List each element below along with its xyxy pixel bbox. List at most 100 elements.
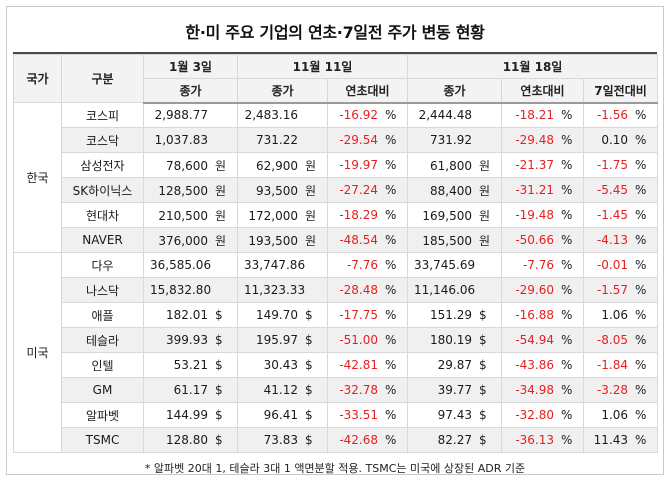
unit-label: %	[561, 183, 573, 197]
unit-label: 원	[479, 208, 491, 223]
percent-change-cell: -29.54%	[326, 127, 409, 153]
percent-value: -4.13	[596, 233, 629, 247]
price-cell: 93,500 원	[237, 177, 328, 203]
unit-label: %	[385, 208, 397, 222]
price-value: 169,500	[422, 208, 473, 223]
percent-value: 0.10	[601, 133, 629, 147]
price-cell: 2,988.77	[143, 102, 238, 128]
unit-label: 원	[305, 183, 317, 198]
percent-change-cell: -16.88%	[501, 302, 585, 328]
percent-value: -48.54	[339, 233, 379, 247]
company-name-cell: 코스피	[61, 102, 144, 128]
percent-value: -1.57	[596, 283, 629, 297]
price-cell: 88,400 원	[407, 177, 503, 203]
unit-label: 원	[479, 233, 491, 248]
unit-label: %	[635, 183, 647, 197]
header-7d-nov18: 7일전대비	[583, 78, 659, 104]
price-cell: 73.83 $	[237, 427, 328, 453]
price-value: 97.43	[437, 408, 473, 422]
price-value: 149.70	[256, 308, 298, 322]
price-cell: 61.17 $	[143, 377, 238, 403]
country-cell: 한국	[13, 102, 62, 253]
price-value: 96.41	[263, 408, 298, 422]
percent-change-cell: -4.13%	[583, 227, 659, 253]
price-value: 210,500	[158, 208, 208, 223]
price-value: 61.17	[173, 383, 208, 397]
unit-label: %	[635, 208, 647, 222]
country-cell: 미국	[13, 252, 62, 453]
unit-label: %	[561, 233, 573, 247]
unit-label: $	[479, 383, 487, 397]
header-category: 구분	[61, 54, 144, 103]
unit-label: %	[385, 408, 397, 422]
price-cell: 11,146.06	[407, 277, 503, 303]
price-cell: 169,500 원	[407, 202, 503, 228]
price-value: 144.99	[166, 408, 208, 422]
price-value: 15,832.80	[150, 283, 212, 297]
price-cell: 210,500 원	[143, 202, 238, 228]
header-ytd-nov18: 연초대비	[501, 78, 585, 104]
percent-change-cell: -18.21%	[501, 102, 585, 128]
page-title: 한·미 주요 기업의 연초·7일전 주가 변동 현황	[13, 9, 657, 54]
unit-label: 원	[305, 233, 317, 248]
percent-change-cell: 0.10%	[583, 127, 659, 153]
percent-value: -51.00	[339, 333, 379, 347]
percent-change-cell: -1.57%	[583, 277, 659, 303]
percent-change-cell: -21.37%	[501, 152, 585, 178]
unit-label: %	[385, 158, 397, 172]
price-value: 128,500	[158, 183, 208, 198]
price-cell: 29.87 $	[407, 352, 503, 378]
unit-label: %	[561, 358, 573, 372]
price-value: 33,745.69	[414, 258, 476, 272]
price-cell: 180.19 $	[407, 327, 503, 353]
percent-value: -36.13	[515, 433, 555, 447]
unit-label: $	[305, 308, 313, 322]
table-row: 애플 182.01 $149.70 $ -17.75% 151.29 $ -16.88% 1.0…	[14, 302, 659, 328]
percent-change-cell: -5.45%	[583, 177, 659, 203]
percent-value: -32.78	[339, 383, 379, 397]
price-cell: 41.12 $	[237, 377, 328, 403]
percent-value: -19.97	[339, 158, 379, 172]
unit-label: %	[561, 283, 573, 297]
header-date-nov18: 11월 18일	[407, 54, 659, 79]
percent-value: -29.48	[515, 133, 555, 147]
unit-label: %	[385, 258, 397, 272]
unit-label: %	[385, 283, 397, 297]
price-value: 399.93	[166, 333, 208, 347]
company-name-cell: TSMC	[61, 427, 144, 453]
price-value: 29.87	[437, 358, 473, 372]
company-name-cell: 다우	[61, 252, 144, 278]
unit-label: %	[385, 233, 397, 247]
price-value: 172,000	[248, 208, 298, 223]
price-cell: 2,444.48	[407, 102, 503, 128]
unit-label: $	[215, 408, 223, 422]
unit-label: %	[385, 133, 397, 147]
percent-change-cell: -43.86%	[501, 352, 585, 378]
unit-label: %	[635, 108, 647, 123]
header-close-jan3: 종가	[143, 78, 238, 104]
unit-label: $	[305, 408, 313, 422]
unit-label: $	[215, 333, 223, 347]
unit-label: $	[305, 358, 313, 372]
unit-label: 원	[215, 233, 227, 248]
unit-label: $	[305, 333, 313, 347]
unit-label: %	[385, 358, 397, 372]
table-row: 코스닥 1,037.83 731.22 -29.54% 731.92 -29.48% 0.1…	[14, 127, 659, 153]
percent-change-cell: -51.00%	[326, 327, 409, 353]
percent-value: -1.84	[596, 358, 629, 372]
unit-label: %	[635, 333, 647, 347]
percent-change-cell: -1.56%	[583, 102, 659, 128]
percent-value: -7.76	[346, 258, 379, 272]
price-cell: 128.80 $	[143, 427, 238, 453]
price-value: 2,444.48	[418, 108, 473, 123]
percent-change-cell: -28.48%	[326, 277, 409, 303]
price-value: 11,323.33	[244, 283, 306, 297]
price-cell: 96.41 $	[237, 402, 328, 428]
table-row: TSMC 128.80 $73.83 $ -42.68% 82.27 $ -36.13% 11.…	[14, 427, 659, 453]
price-cell: 15,832.80	[143, 277, 238, 303]
percent-value: -21.37	[515, 158, 555, 172]
unit-label: $	[479, 333, 487, 347]
percent-change-cell: -48.54%	[326, 227, 409, 253]
price-cell: 53.21 $	[143, 352, 238, 378]
price-value: 61,800	[430, 158, 473, 173]
